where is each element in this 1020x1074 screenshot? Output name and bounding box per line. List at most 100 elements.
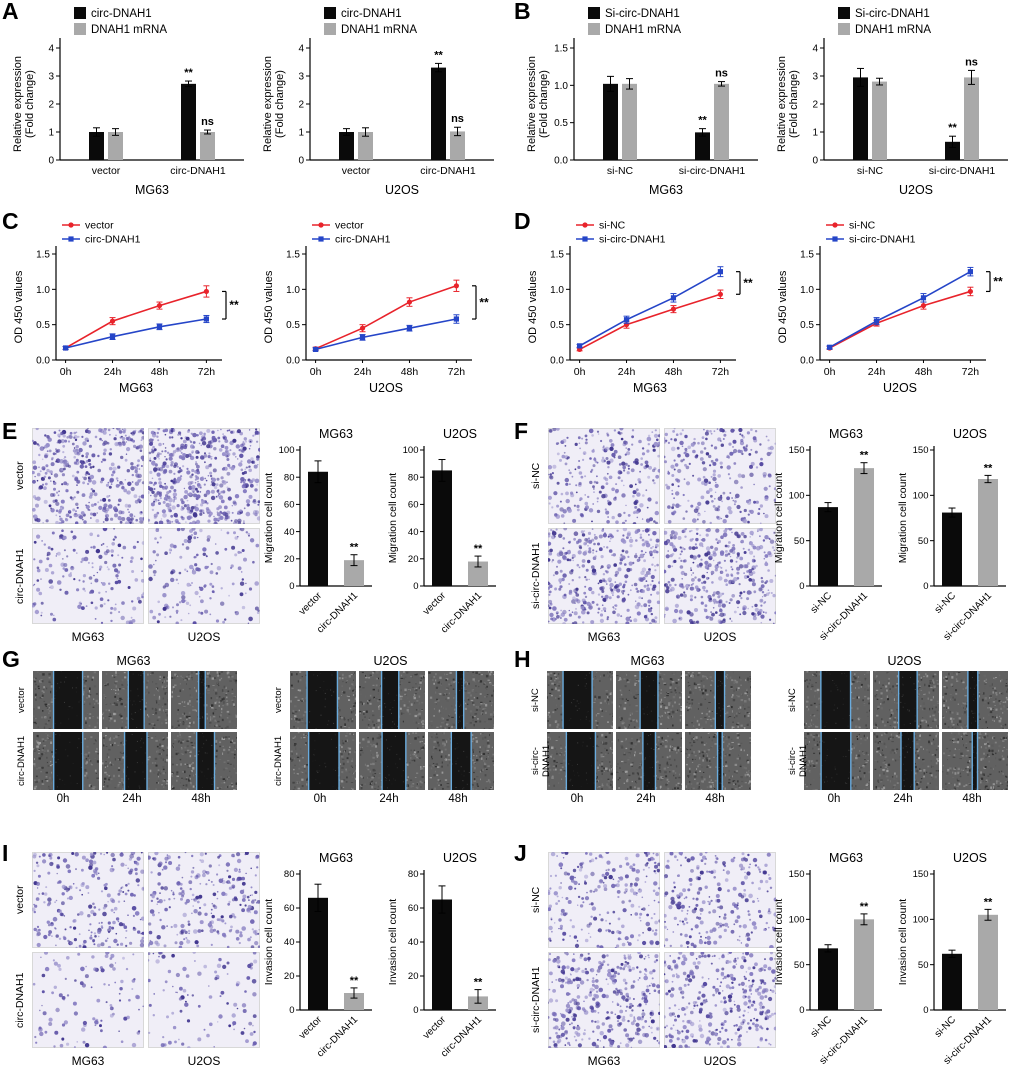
time-label: 0h	[56, 793, 70, 805]
legend-label: si-NC	[849, 220, 876, 232]
micrograph-I-circ-DNAH1-U2OS	[148, 952, 260, 1048]
x-tick-label: si-circ-DNAH1	[929, 165, 996, 177]
y-tick-label: 1.5	[550, 250, 564, 261]
chart-C-MG63: vector circ-DNAH1 OD 450 values 0.0 0.5 1.0 1.…	[13, 220, 239, 396]
x-tick-label: si-NC	[933, 590, 958, 615]
x-axis-label: MG63	[135, 183, 169, 197]
panel-E-images: vector circ-DNAH1 MG63 U2OS	[14, 428, 260, 644]
wound-G-MG63-circ-DNAH1-0h	[33, 732, 99, 790]
significance-label: **	[184, 67, 193, 79]
x-tick-label: vector	[342, 165, 371, 177]
significance-label: **	[434, 49, 443, 61]
image-row-J-0: si-NC	[530, 852, 776, 948]
chart-title: U2OS	[443, 851, 477, 865]
legend-swatch	[324, 7, 336, 19]
significance-label: **	[993, 275, 1003, 289]
bar-A-MG63-c1-s0	[181, 83, 196, 160]
legend-label: circ-DNAH1	[335, 234, 391, 246]
x-axis-label: U2OS	[369, 381, 403, 395]
wound-group-G-MG63: MG63 vector circ-DNAH1 0h 24h 48h	[16, 654, 237, 805]
chart-A-U2OS: circ-DNAH1 DNAH1 mRNA Relative expression(…	[262, 7, 494, 197]
y-tick-label: 1	[298, 128, 304, 139]
micrograph-E-vector-MG63	[32, 428, 144, 524]
micrograph-F-si-circ-DNAH1-MG63	[548, 528, 660, 624]
y-tick-label: 1.0	[550, 285, 564, 296]
panel-B-charts: Si-circ-DNAH1 DNAH1 mRNA Relative expressi…	[524, 2, 1016, 202]
legend-label: Si-circ-DNAH1	[605, 8, 680, 20]
bar-E-MG63-c0	[308, 471, 328, 586]
wound-H-U2OS-si-NC-24h	[873, 671, 939, 729]
y-axis-label: Relative expression	[526, 56, 538, 152]
y-tick-label: 20	[284, 554, 295, 565]
y-tick-label: 50	[918, 536, 929, 547]
bar-J-MG63-c1	[854, 919, 874, 1010]
chart-A-MG63: circ-DNAH1 DNAH1 mRNA Relative expression(…	[12, 7, 244, 197]
legend-swatch	[838, 23, 850, 35]
x-tick-label: 24h	[104, 366, 122, 378]
row-label-F-si-NC: si-NC	[530, 462, 542, 490]
row-label-G-U2OS-circ-DNAH1: circ-DNAH1	[273, 735, 284, 787]
wound-H-MG63-si-NC-0h	[547, 671, 613, 729]
row-label-G-MG63-circ-DNAH1: circ-DNAH1	[16, 735, 27, 787]
panel-D-charts: si-NC si-circ-DNAH1 OD 450 values 0.0 0.5 1.0…	[524, 216, 1014, 400]
y-tick-label: 4	[48, 44, 54, 55]
chart-C-U2OS: vector circ-DNAH1 OD 450 values 0.0 0.5 1.0 1.…	[263, 220, 489, 396]
wound-G-U2OS-vector-24h	[359, 671, 425, 729]
y-tick-label: 0	[48, 156, 54, 167]
wound-G-MG63-circ-DNAH1-48h	[171, 732, 237, 790]
y-axis-label: Migration cell count	[263, 473, 275, 564]
cell-line-label: MG63	[587, 1054, 621, 1068]
row-label-H-U2OS-si-NC: si-NC	[787, 688, 798, 712]
y-tick-label: 0.0	[286, 356, 300, 367]
cell-line-label: U2OS	[703, 1054, 737, 1068]
bar-B-U2OS-c1-s1	[964, 77, 979, 160]
cell-line-labels-E: MG63 U2OS	[14, 630, 260, 644]
legend-swatch	[324, 23, 336, 35]
legend-label: Si-circ-DNAH1	[855, 8, 930, 20]
legend-label: si-circ-DNAH1	[599, 234, 666, 246]
significance-label: **	[474, 977, 483, 989]
bar-B-MG63-c0-s0	[603, 83, 618, 160]
chart-B-U2OS: Si-circ-DNAH1 DNAH1 mRNA Relative expressi…	[776, 7, 1008, 197]
row-label-J-si-circ-DNAH1: si-circ-DNAH1	[530, 966, 542, 1034]
legend-label: DNAH1 mRNA	[91, 24, 167, 36]
y-tick-label: 0.0	[554, 156, 568, 167]
x-axis-label: MG63	[119, 381, 153, 395]
micrograph-E-circ-DNAH1-MG63	[32, 528, 144, 624]
legend-label: circ-DNAH1	[341, 8, 402, 20]
y-tick-label: 0	[812, 156, 818, 167]
x-axis-label: U2OS	[883, 381, 917, 395]
cell-line-label: U2OS	[187, 1054, 221, 1068]
x-tick-label: 72h	[448, 366, 466, 378]
image-row-E-0: vector	[14, 428, 260, 524]
y-tick-label: 0	[298, 156, 304, 167]
wound-row-G-1: circ-DNAH1	[16, 732, 237, 790]
chart-D-MG63: si-NC si-circ-DNAH1 OD 450 values 0.0 0.5 1.0…	[527, 220, 753, 396]
x-tick-label: 48h	[665, 366, 683, 378]
line-series-circ-DNAH1	[65, 318, 207, 349]
time-label: 24h	[379, 793, 399, 805]
y-tick-label: 80	[284, 869, 295, 880]
bar-J-MG63-c0	[818, 948, 838, 1010]
y-tick-label: 0.5	[36, 320, 50, 331]
significance-label: ns	[201, 116, 214, 128]
bar-A-U2OS-c0-s0	[339, 132, 354, 160]
image-row-F-1: si-circ-DNAH1	[530, 528, 776, 624]
legend-swatch	[588, 7, 600, 19]
panel-label-D: D	[514, 208, 531, 234]
significance-label: **	[860, 450, 869, 462]
y-axis-label: Invasion cell count	[897, 899, 909, 985]
time-label: 0h	[313, 793, 327, 805]
x-tick-label: 72h	[198, 366, 216, 378]
significance-label: **	[743, 276, 753, 290]
wound-G-MG63-vector-48h	[171, 671, 237, 729]
y-axis-label: Relative expression	[262, 56, 274, 152]
y-tick-label: 3	[298, 72, 304, 83]
y-tick-label: 80	[284, 472, 295, 483]
y-tick-label: 50	[794, 960, 805, 971]
chart-title: MG63	[829, 851, 863, 865]
panel-label-F: F	[514, 418, 529, 444]
y-tick-label: 20	[408, 971, 419, 982]
